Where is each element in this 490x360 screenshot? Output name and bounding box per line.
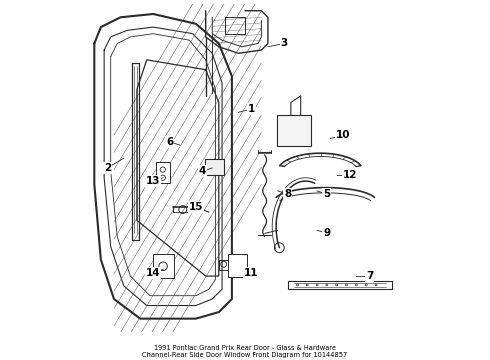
Text: 7: 7 bbox=[366, 271, 373, 281]
FancyBboxPatch shape bbox=[277, 115, 311, 146]
Text: 12: 12 bbox=[343, 170, 357, 180]
Text: 2: 2 bbox=[104, 163, 111, 173]
Text: 9: 9 bbox=[323, 229, 330, 238]
Text: 15: 15 bbox=[189, 202, 203, 212]
FancyBboxPatch shape bbox=[152, 254, 173, 278]
Text: 6: 6 bbox=[166, 137, 173, 147]
Text: 13: 13 bbox=[146, 176, 161, 186]
Text: 11: 11 bbox=[245, 268, 259, 278]
Text: 1: 1 bbox=[248, 104, 255, 114]
FancyBboxPatch shape bbox=[228, 254, 247, 277]
Text: 8: 8 bbox=[284, 189, 291, 199]
Text: 4: 4 bbox=[199, 166, 206, 176]
Text: 14: 14 bbox=[146, 268, 161, 278]
Text: 5: 5 bbox=[323, 189, 331, 199]
Text: 1991 Pontiac Grand Prix Rear Door - Glass & Hardware
Channel-Rear Side Door Wind: 1991 Pontiac Grand Prix Rear Door - Glas… bbox=[143, 345, 347, 358]
Text: 3: 3 bbox=[281, 39, 288, 49]
Text: 10: 10 bbox=[336, 130, 350, 140]
FancyBboxPatch shape bbox=[156, 162, 170, 183]
FancyBboxPatch shape bbox=[205, 159, 224, 175]
